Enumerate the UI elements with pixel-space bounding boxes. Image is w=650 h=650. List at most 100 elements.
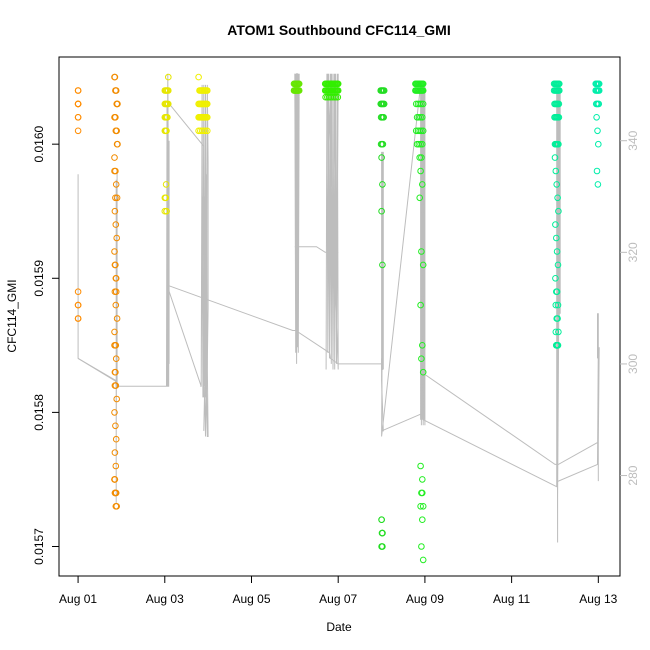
data-point xyxy=(379,181,386,188)
data-point xyxy=(593,167,601,175)
data-point xyxy=(113,395,120,403)
data-point xyxy=(419,476,426,483)
data-point xyxy=(417,167,424,175)
data-point xyxy=(551,154,559,161)
series-group xyxy=(74,87,82,322)
data-point xyxy=(379,261,386,269)
data-point xyxy=(417,503,424,510)
data-point xyxy=(380,114,388,121)
series-group xyxy=(412,80,427,564)
series-group xyxy=(161,73,172,215)
data-point xyxy=(419,503,427,510)
data-point xyxy=(163,207,170,215)
data-point xyxy=(595,87,603,94)
data-point xyxy=(112,462,120,470)
data-point xyxy=(204,114,211,121)
x-tick-label: Aug 09 xyxy=(406,592,444,606)
data-point xyxy=(419,140,426,148)
data-point xyxy=(418,127,425,135)
data-point xyxy=(112,288,120,296)
data-point xyxy=(554,194,561,202)
altitude-trace-segment xyxy=(420,313,600,482)
data-point xyxy=(378,543,386,550)
altitude-trace-layer xyxy=(77,73,600,543)
data-point xyxy=(163,127,170,135)
altitude-trace-segment xyxy=(167,101,209,437)
y-axis-label: CFC114_GMI xyxy=(5,279,19,352)
data-point xyxy=(380,87,388,94)
y2-tick-label: 340 xyxy=(626,130,640,150)
data-point xyxy=(419,342,426,349)
altitude-trace-segment xyxy=(325,73,339,370)
data-point xyxy=(555,114,563,121)
data-point xyxy=(595,80,603,88)
data-point xyxy=(419,127,427,135)
data-point xyxy=(552,301,560,309)
data-point xyxy=(417,462,424,470)
data-point xyxy=(195,73,202,81)
data-point xyxy=(112,114,119,121)
data-point xyxy=(418,248,425,255)
data-point xyxy=(201,114,208,121)
data-point xyxy=(419,100,427,108)
data-point xyxy=(419,489,426,497)
data-point xyxy=(418,355,425,363)
data-point xyxy=(419,368,427,376)
data-point xyxy=(113,315,121,322)
y2-tick-label: 320 xyxy=(626,242,640,262)
data-point xyxy=(334,80,342,88)
data-point xyxy=(204,87,211,94)
data-point xyxy=(74,127,82,135)
data-point xyxy=(553,248,561,255)
data-point xyxy=(554,342,561,349)
data-point xyxy=(112,275,120,282)
series-group xyxy=(195,73,211,135)
data-point xyxy=(165,73,172,81)
y-tick-label: 0.0159 xyxy=(32,260,46,297)
data-point xyxy=(555,140,562,148)
altitude-trace-segment xyxy=(294,73,300,364)
altitude-trace-segment xyxy=(77,73,170,387)
data-point xyxy=(415,114,423,121)
data-point xyxy=(552,275,559,282)
y-tick-label: 0.0158 xyxy=(32,394,46,431)
altitude-trace-segment xyxy=(167,84,209,398)
y-tick-label: 0.0160 xyxy=(32,125,46,162)
data-points-layer xyxy=(74,73,603,564)
data-point xyxy=(555,328,562,336)
data-point xyxy=(112,368,119,376)
x-axis: Aug 01 Aug 03 Aug 05 Aug 07 Aug 09 Aug 11 Aug … xyxy=(59,575,618,606)
data-point xyxy=(334,87,342,94)
data-point xyxy=(74,315,82,322)
data-point xyxy=(112,181,120,188)
data-point xyxy=(556,87,563,94)
data-point xyxy=(111,382,119,389)
data-point xyxy=(378,516,385,524)
data-point xyxy=(553,288,561,296)
data-point xyxy=(555,100,563,108)
data-point xyxy=(112,194,119,202)
y2-tick-label: 300 xyxy=(626,354,640,374)
data-point xyxy=(292,87,300,94)
data-point xyxy=(74,301,82,309)
data-point xyxy=(111,328,118,336)
data-point xyxy=(419,556,427,564)
y-tick-label: 0.0157 xyxy=(32,528,46,565)
data-point xyxy=(418,543,425,550)
altitude-trace-segment xyxy=(381,84,426,437)
data-point xyxy=(164,114,171,121)
data-point xyxy=(415,140,423,148)
data-point xyxy=(74,87,82,94)
data-point xyxy=(111,261,119,269)
data-point xyxy=(294,87,302,94)
data-point xyxy=(418,154,425,161)
data-point xyxy=(74,114,82,121)
data-point xyxy=(112,422,119,430)
data-point xyxy=(74,288,82,296)
data-point xyxy=(112,435,120,443)
data-point xyxy=(165,100,172,108)
altitude-trace-segment xyxy=(77,168,118,504)
data-point xyxy=(417,301,424,309)
data-point xyxy=(379,140,387,148)
